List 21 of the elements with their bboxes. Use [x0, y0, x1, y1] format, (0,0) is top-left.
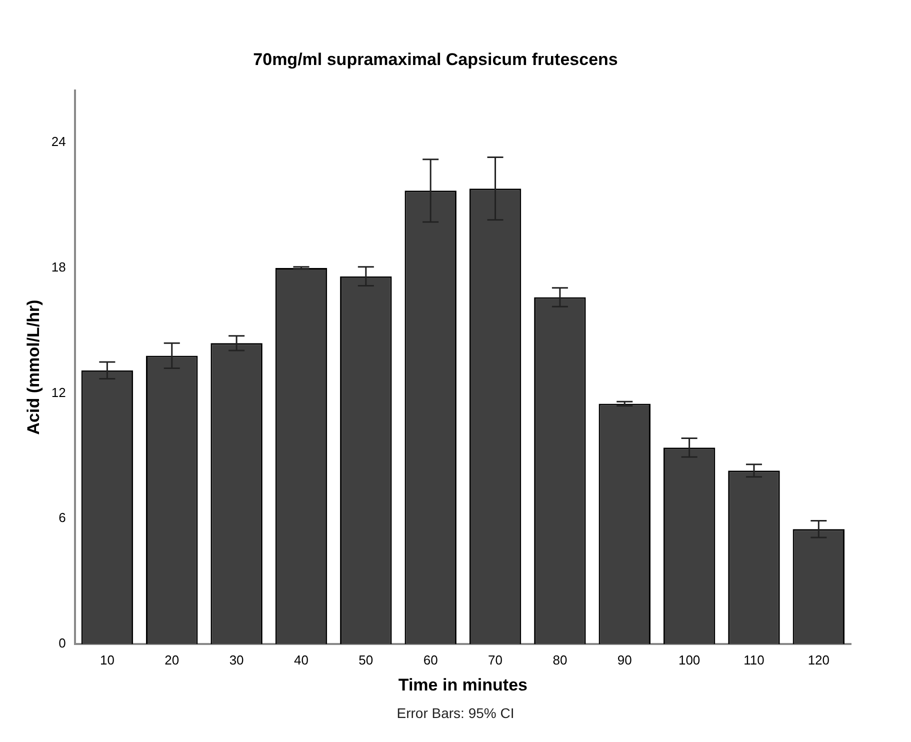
y-tick-label: 12 [51, 384, 66, 400]
x-tick-label: 40 [294, 652, 308, 668]
chart-title: 70mg/ml supramaximal Capsicum frutescens [253, 50, 618, 69]
y-axis-title: Acid (mmol/L/hr) [24, 300, 43, 435]
x-tick-label: 60 [423, 652, 438, 668]
x-tick-label: 110 [744, 652, 764, 668]
x-axis-title: Time in minutes [398, 675, 528, 694]
x-tick-label: 80 [552, 652, 568, 668]
y-tick-label: 18 [51, 260, 66, 275]
y-tick-label: 6 [58, 510, 66, 526]
y-tick-label: 24 [51, 134, 66, 150]
x-tick-label: 50 [358, 652, 374, 668]
x-tick-label: 10 [100, 652, 114, 668]
x-tick-label: 90 [617, 652, 632, 668]
x-tick-label: 100 [678, 652, 700, 668]
y-tick-label: 0 [58, 636, 66, 651]
text: Error Bars: 95% CI [396, 705, 516, 721]
x-tick-label: 120 [808, 652, 830, 668]
x-tick-label: 30 [229, 652, 244, 668]
x-tick-label: 20 [164, 652, 180, 668]
x-tick-label: 70 [488, 652, 503, 668]
